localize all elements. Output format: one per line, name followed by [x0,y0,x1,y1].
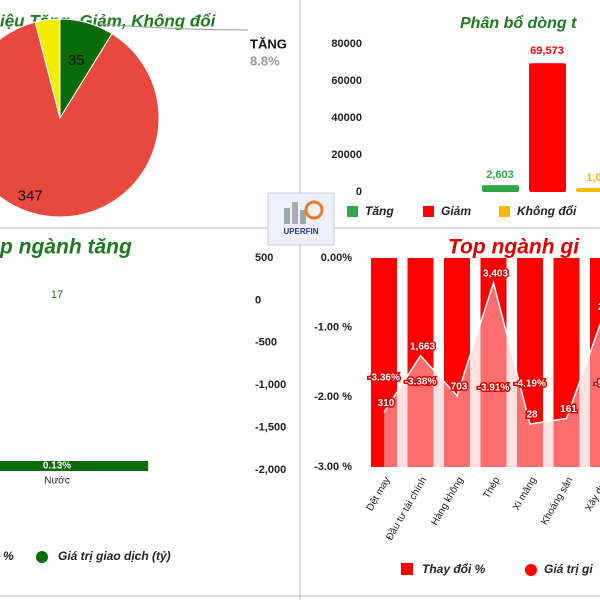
legend-label: Không đổi [517,204,577,218]
x-tick-label: Hàng không [429,475,465,527]
slice-label: 347 [18,187,43,204]
trade-label: 161 [560,404,577,415]
bar-panel: Phân bổ dòng t 0 20000 40000 60000 80000 2,603… [331,14,600,218]
y-tick-label: 0 [356,186,362,198]
legend-swatch [347,206,358,217]
y2-tick-label: -1,000 [255,379,286,391]
y2-tick-label: -1,500 [255,422,286,434]
y-tick-label: 80000 [331,38,362,50]
y-tick-label: 40000 [331,112,362,124]
pie-slice [34,18,61,119]
x-tick-label: Khoáng sản [539,475,575,527]
pct-label: -4.19% [514,379,546,390]
bar-label: 69,573 [530,45,564,57]
legend-swatch [499,206,510,217]
leader-line [99,23,249,31]
y2-tick-label: -500 [255,337,277,349]
y2-tick-label: 0 [255,294,261,306]
legend-label: % [3,549,14,563]
y-tick-label: -2.00 % [314,391,352,403]
bar-label: 2,603 [486,169,514,181]
trade-label: 28 [526,410,538,421]
pct-label: -3.38% [405,377,437,388]
x-tick-label: Nước [44,476,69,487]
up-panel: p ngành tăng 500 0 -500 -1,000 -1,500 -2,000 0.… [0,236,286,563]
bar [482,185,519,192]
legend-label: Giá trị giao dịch (tỷ) [58,549,171,563]
annotation-label: TĂNG [250,36,287,51]
y-tick-label: -1.00 % [314,322,352,334]
legend-label: Giảm [441,204,471,218]
legend-swatch [401,563,413,575]
pct-label: -3.36% [368,373,400,384]
bar-label: 1,0 [586,172,600,184]
trade-label: 310 [378,398,395,409]
bar [576,188,600,192]
trade-label: 17 [51,289,63,301]
bar-label: 0.13% [43,461,71,472]
bar [529,63,566,193]
trade-label: 703 [451,381,468,392]
logo: UPERFIN [267,192,335,246]
y-tick-label: 0.00% [321,252,352,264]
y-tick-label: 60000 [331,75,362,87]
pct-label: -5.2 [594,379,600,390]
x-tick-label: Xây dựn [583,475,600,513]
y-tick-label: -3.00 % [314,461,352,473]
legend-swatch [423,206,434,217]
chart-title: Top ngành gi [448,236,580,259]
x-tick-label: Dệt may [365,475,393,513]
y2-tick-label: 500 [255,252,273,264]
trade-label: 2,6 [598,302,600,313]
y2-tick-label: -2,000 [255,464,286,476]
bar [0,461,149,471]
trade-line [383,280,600,425]
legend-label: Giá trị gi [544,562,593,576]
trade-label: 1,663 [410,341,435,352]
legend-swatch [525,564,537,576]
legend-label: Tăng [365,204,394,218]
x-tick-label: Thép [481,475,502,501]
chart-title: p ngành tăng [0,236,132,259]
y-tick-label: 20000 [331,149,362,161]
down-panel: Top ngành gi 0.00% -1.00 % -2.00 % -3.00 % Dệ… [314,236,600,576]
trade-label: 3,403 [483,269,508,280]
trade-area [384,282,600,467]
pie-slice [0,21,160,218]
chart-title: Phân bổ dòng t [460,14,577,32]
logo-text: UPERFIN [283,227,318,236]
pct-label: -3.91% [478,383,510,394]
slice-label: 35 [68,52,85,69]
annotation-value: 8.8% [250,53,280,68]
legend-swatch [36,551,48,563]
legend-label: Thay đổi % [422,562,486,576]
x-tick-label: Xi măng [511,475,539,512]
